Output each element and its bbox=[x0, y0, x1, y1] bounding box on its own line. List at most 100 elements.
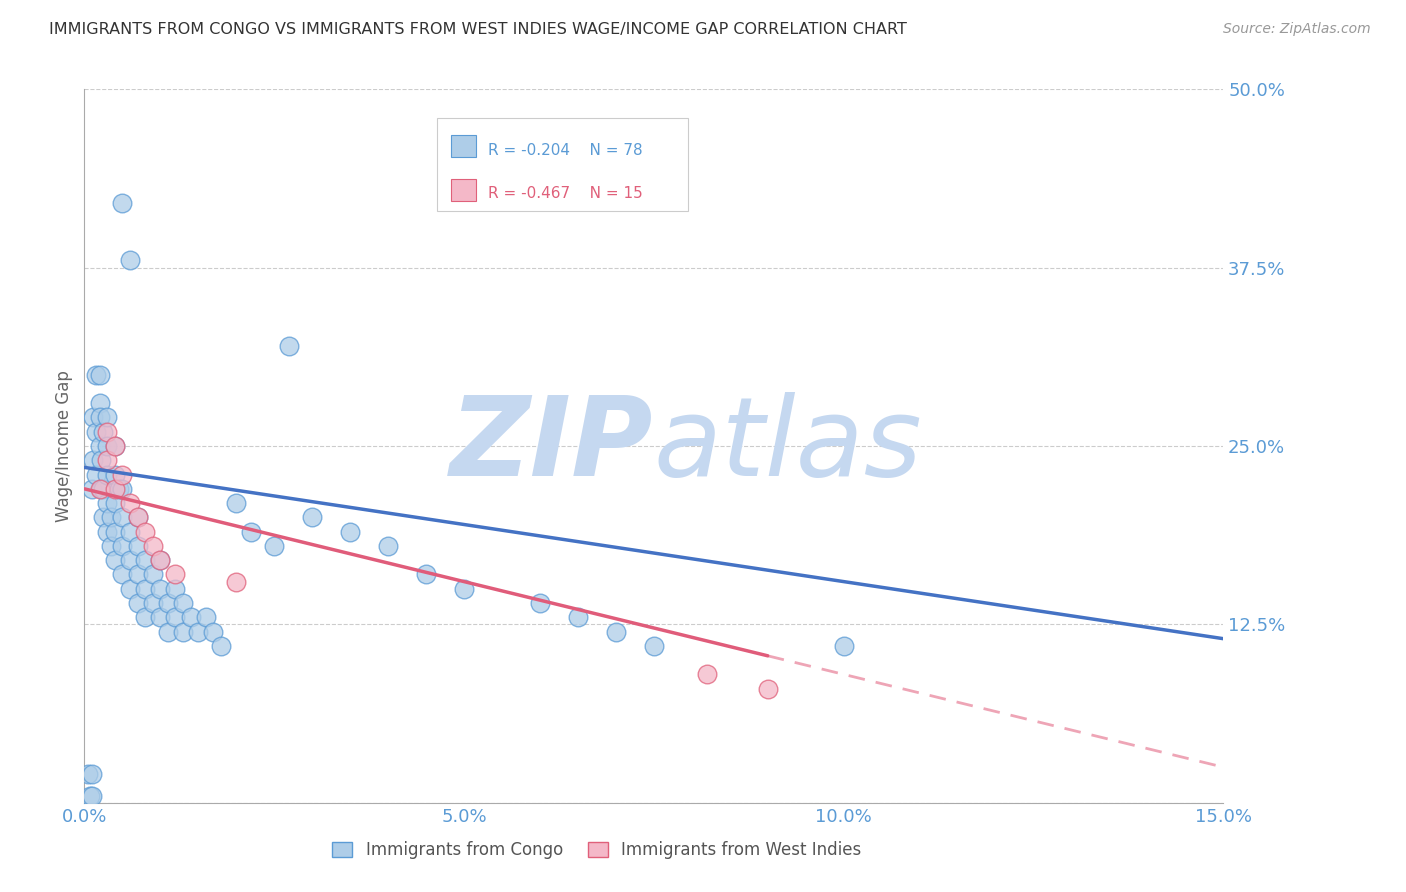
Point bbox=[278, 339, 301, 353]
Point bbox=[415, 567, 437, 582]
FancyBboxPatch shape bbox=[437, 118, 688, 211]
Point bbox=[149, 610, 172, 624]
Point bbox=[111, 196, 134, 211]
Point bbox=[118, 253, 141, 268]
Point bbox=[149, 553, 172, 567]
Point bbox=[194, 610, 217, 624]
Point bbox=[127, 510, 149, 524]
Point bbox=[90, 453, 112, 467]
Point bbox=[156, 596, 179, 610]
Point bbox=[202, 624, 225, 639]
Point bbox=[111, 467, 134, 482]
Point bbox=[96, 524, 118, 539]
Point bbox=[605, 624, 627, 639]
Point bbox=[80, 767, 103, 781]
Point bbox=[96, 467, 118, 482]
Point bbox=[134, 582, 156, 596]
Point bbox=[90, 482, 112, 496]
Point bbox=[96, 425, 118, 439]
Point bbox=[149, 582, 172, 596]
Point bbox=[111, 539, 134, 553]
Legend: Immigrants from Congo, Immigrants from West Indies: Immigrants from Congo, Immigrants from W… bbox=[326, 835, 868, 866]
Point bbox=[209, 639, 232, 653]
Point bbox=[84, 368, 107, 382]
Point bbox=[111, 482, 134, 496]
Point bbox=[104, 482, 127, 496]
Point bbox=[118, 524, 141, 539]
Point bbox=[118, 496, 141, 510]
Point bbox=[80, 789, 103, 803]
Point bbox=[96, 496, 118, 510]
Point bbox=[100, 510, 122, 524]
Point bbox=[118, 582, 141, 596]
Point bbox=[104, 496, 127, 510]
Point bbox=[165, 567, 187, 582]
Point bbox=[111, 510, 134, 524]
Point bbox=[82, 453, 104, 467]
Point bbox=[104, 553, 127, 567]
Point bbox=[104, 439, 127, 453]
Point bbox=[96, 439, 118, 453]
Point bbox=[82, 410, 104, 425]
Text: ZIP: ZIP bbox=[450, 392, 654, 500]
Point bbox=[127, 510, 149, 524]
Point bbox=[134, 553, 156, 567]
Point bbox=[832, 639, 855, 653]
Point bbox=[165, 610, 187, 624]
Point bbox=[79, 789, 101, 803]
Point bbox=[134, 524, 156, 539]
Point bbox=[84, 467, 107, 482]
Point bbox=[127, 539, 149, 553]
Point bbox=[127, 596, 149, 610]
Point bbox=[93, 482, 115, 496]
Point bbox=[89, 439, 111, 453]
Point bbox=[696, 667, 718, 681]
Point bbox=[339, 524, 361, 539]
Point bbox=[118, 553, 141, 567]
Point bbox=[89, 368, 111, 382]
Point bbox=[172, 596, 194, 610]
Point bbox=[142, 596, 165, 610]
Point bbox=[263, 539, 285, 553]
Point bbox=[165, 582, 187, 596]
Text: IMMIGRANTS FROM CONGO VS IMMIGRANTS FROM WEST INDIES WAGE/INCOME GAP CORRELATION: IMMIGRANTS FROM CONGO VS IMMIGRANTS FROM… bbox=[49, 22, 907, 37]
Point bbox=[377, 539, 399, 553]
Text: R = -0.204    N = 78: R = -0.204 N = 78 bbox=[488, 143, 643, 158]
Point bbox=[225, 574, 247, 589]
Point bbox=[643, 639, 665, 653]
Point bbox=[134, 610, 156, 624]
Point bbox=[77, 767, 100, 781]
Point bbox=[172, 624, 194, 639]
Point bbox=[156, 624, 179, 639]
Text: R = -0.467    N = 15: R = -0.467 N = 15 bbox=[488, 186, 643, 202]
Point bbox=[104, 467, 127, 482]
Point bbox=[104, 439, 127, 453]
Point bbox=[756, 681, 779, 696]
Point bbox=[187, 624, 209, 639]
Point bbox=[142, 539, 165, 553]
FancyBboxPatch shape bbox=[451, 136, 477, 157]
Point bbox=[96, 453, 118, 467]
Point bbox=[89, 396, 111, 410]
Point bbox=[89, 482, 111, 496]
Point bbox=[84, 425, 107, 439]
Point bbox=[453, 582, 475, 596]
Text: atlas: atlas bbox=[654, 392, 922, 500]
Point bbox=[89, 410, 111, 425]
Point bbox=[107, 482, 129, 496]
Point bbox=[127, 567, 149, 582]
Point bbox=[240, 524, 263, 539]
Point bbox=[111, 567, 134, 582]
Point bbox=[93, 425, 115, 439]
Point bbox=[149, 553, 172, 567]
Point bbox=[100, 539, 122, 553]
Point bbox=[225, 496, 247, 510]
Point bbox=[104, 524, 127, 539]
FancyBboxPatch shape bbox=[451, 179, 477, 201]
Point bbox=[301, 510, 323, 524]
Point bbox=[567, 610, 589, 624]
Text: Source: ZipAtlas.com: Source: ZipAtlas.com bbox=[1223, 22, 1371, 37]
Point bbox=[142, 567, 165, 582]
Point bbox=[529, 596, 551, 610]
Point bbox=[180, 610, 202, 624]
